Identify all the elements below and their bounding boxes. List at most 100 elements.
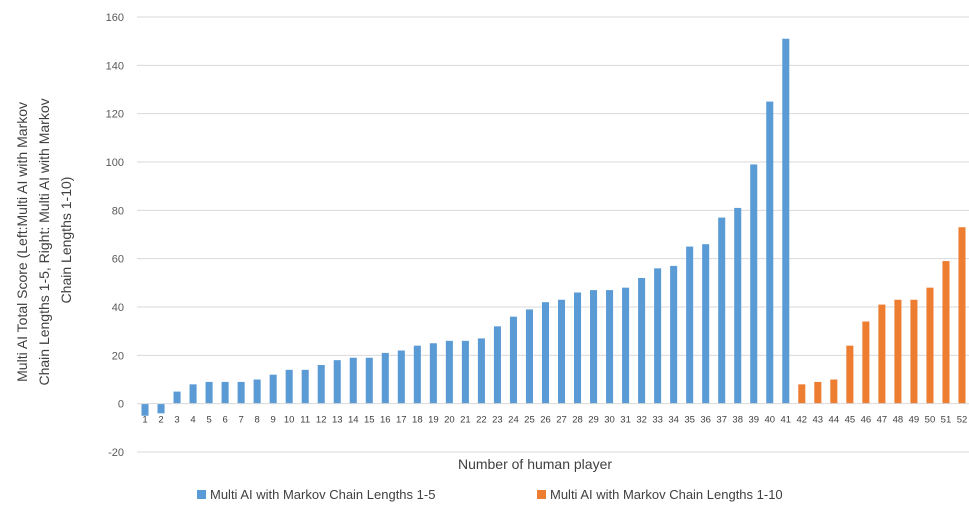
x-tick-label: 49	[909, 415, 920, 426]
bar-series-1	[333, 360, 341, 404]
x-tick-label: 5	[206, 415, 211, 426]
bar-series-1	[301, 369, 309, 404]
x-tick-label: 35	[684, 415, 695, 426]
x-tick-label: 18	[412, 415, 423, 426]
bar-series-2	[846, 345, 854, 404]
x-tick-label: 36	[700, 415, 711, 426]
y-tick-label: -20	[108, 447, 124, 459]
bar-series-1	[541, 302, 550, 404]
y-tick-label: 100	[106, 157, 124, 169]
x-tick-label: 9	[271, 415, 276, 426]
bar-series-1	[702, 244, 710, 404]
y-tick-label: 120	[106, 109, 124, 121]
bar-series-1	[670, 265, 678, 404]
y-axis-title-line-1: Multi AI Total Score (Left:Multi AI with…	[14, 102, 30, 382]
x-tick-label: 37	[716, 415, 727, 426]
bar-series-1	[750, 164, 758, 404]
x-tick-label: 34	[668, 415, 679, 426]
bar-series-1	[189, 384, 197, 404]
x-tick-label: 15	[364, 415, 375, 426]
x-tick-label: 50	[925, 415, 936, 426]
bar-series-1	[157, 403, 165, 414]
bar-series-1	[141, 403, 149, 416]
bar-series-1	[285, 369, 293, 404]
x-tick-label: 47	[877, 415, 888, 426]
legend-label-series-1: Multi AI with Markov Chain Lengths 1-5	[210, 487, 435, 502]
bar-series-1	[509, 316, 517, 404]
x-tick-label: 21	[460, 415, 471, 426]
x-tick-label: 39	[748, 415, 759, 426]
bar-series-2	[910, 299, 918, 404]
bar-series-1	[381, 352, 389, 404]
bar-series-1	[493, 326, 501, 404]
x-tick-label: 43	[813, 415, 824, 426]
bar-series-1	[525, 309, 533, 404]
x-tick-label: 30	[604, 415, 615, 426]
bars	[141, 38, 966, 416]
x-tick-label: 31	[620, 415, 631, 426]
x-tick-label: 27	[556, 415, 567, 426]
y-tick-label: 60	[112, 254, 124, 266]
x-tick-label: 33	[652, 415, 663, 426]
bar-series-1	[686, 246, 694, 404]
legend-swatch-series-2	[537, 490, 546, 499]
bar-series-1	[734, 207, 742, 404]
x-tick-label: 7	[238, 415, 243, 426]
bar-series-1	[429, 343, 437, 404]
bar-series-1	[477, 338, 485, 404]
bar-series-1	[253, 379, 261, 404]
x-tick-label: 24	[508, 415, 519, 426]
bar-series-1	[718, 217, 726, 404]
y-tick-label: 80	[112, 205, 124, 217]
x-tick-label: 48	[893, 415, 904, 426]
y-axis-title-line-3: Chain Lengths 1-10)	[58, 177, 74, 304]
x-tick-label: 13	[332, 415, 343, 426]
x-tick-label: 44	[829, 415, 840, 426]
bar-series-1	[349, 357, 357, 404]
legend-label-series-2: Multi AI with Markov Chain Lengths 1-10	[550, 487, 783, 502]
x-tick-label: 26	[540, 415, 551, 426]
y-tick-label: 140	[106, 60, 124, 72]
bar-series-2	[830, 379, 838, 404]
x-tick-label: 23	[492, 415, 503, 426]
gridlines	[137, 16, 969, 453]
x-tick-label: 19	[428, 415, 439, 426]
bar-series-1	[782, 38, 790, 404]
bar-series-1	[445, 340, 453, 404]
x-tick-label: 20	[444, 415, 455, 426]
x-tick-label: 42	[797, 415, 808, 426]
legend-swatch-series-1	[197, 490, 206, 499]
x-tick-label: 40	[764, 415, 775, 426]
x-tick-label: 16	[380, 415, 391, 426]
bar-series-1	[606, 290, 614, 404]
bar-series-1	[269, 374, 277, 404]
bar-series-1	[766, 101, 774, 404]
bar-series-1	[317, 365, 325, 404]
bar-series-1	[221, 381, 229, 404]
legend: Multi AI with Markov Chain Lengths 1-5 M…	[197, 487, 783, 502]
y-tick-label: 160	[106, 12, 124, 24]
bar-series-2	[862, 321, 870, 404]
x-tick-label: 28	[572, 415, 583, 426]
y-axis-title: Multi AI Total Score (Left:Multi AI with…	[14, 94, 74, 385]
x-tick-label: 14	[348, 415, 359, 426]
bar-series-1	[397, 350, 405, 404]
x-tick-label: 41	[780, 415, 791, 426]
bar-series-1	[557, 299, 566, 404]
y-tick-label: 20	[112, 350, 124, 362]
bar-series-1	[173, 391, 181, 404]
x-tick-label: 45	[845, 415, 856, 426]
bar-series-1	[590, 290, 598, 404]
x-tick-label: 25	[524, 415, 535, 426]
x-tick-label: 12	[316, 415, 327, 426]
x-tick-label: 6	[222, 415, 227, 426]
bar-series-2	[878, 304, 886, 404]
x-tick-label: 46	[861, 415, 872, 426]
bar-series-1	[654, 268, 662, 404]
bar-series-1	[461, 340, 469, 404]
x-tick-label: 29	[588, 415, 599, 426]
x-axis-title: Number of human player	[458, 456, 612, 472]
bar-series-2	[814, 381, 822, 404]
x-tick-label: 2	[158, 415, 163, 426]
y-tick-label: 40	[112, 302, 124, 314]
